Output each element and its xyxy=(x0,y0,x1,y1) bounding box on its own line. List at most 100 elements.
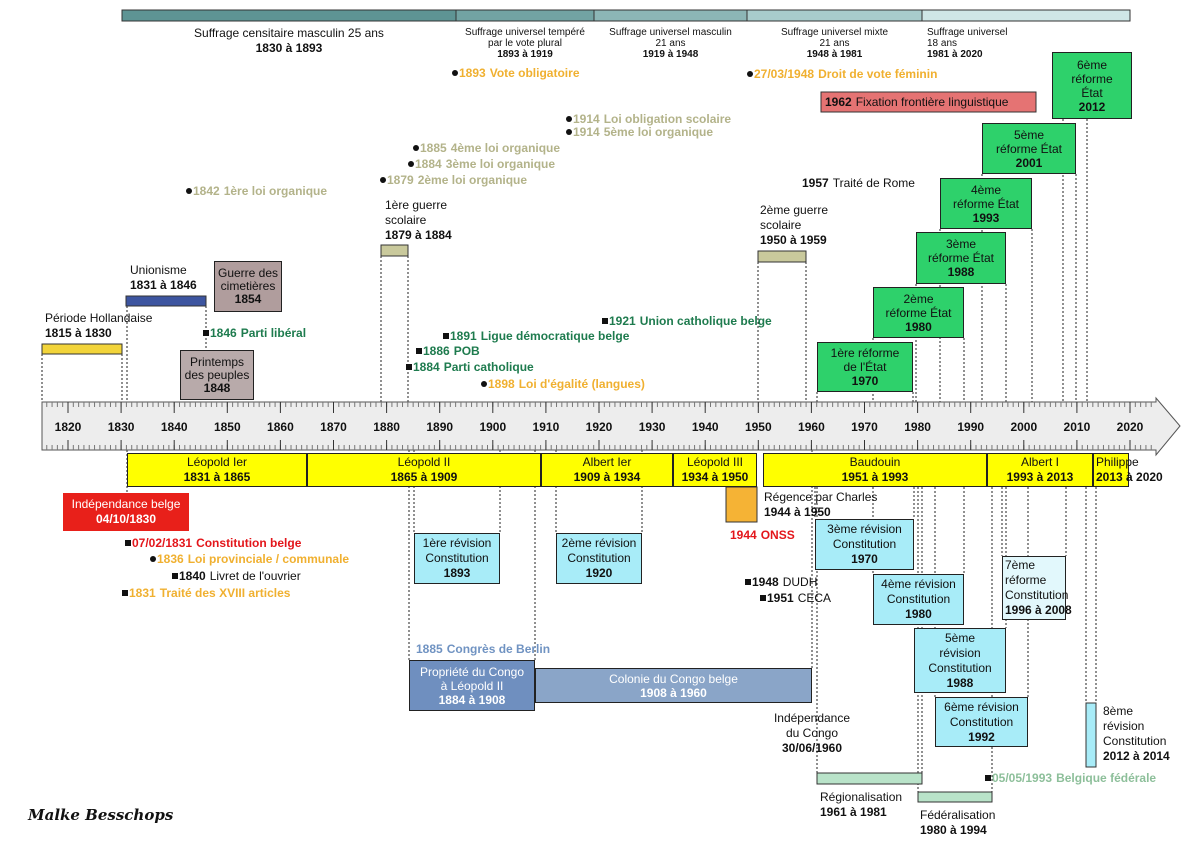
event-text: Union catholique belge xyxy=(639,314,772,328)
block-line: réforme État xyxy=(927,251,995,265)
event-date: 1893 xyxy=(459,66,486,80)
axis-tick-label: 1930 xyxy=(639,420,666,434)
event-text: Livret de l'ouvrier xyxy=(209,569,301,583)
block-date: 1831 à 1865 xyxy=(183,470,251,484)
block-date: 2012 à 2014 xyxy=(1103,749,1170,763)
period-bar xyxy=(41,343,123,355)
block-date: 1980 xyxy=(905,607,932,621)
info-label: Indépendance du Congo 30/06/1960 xyxy=(752,711,872,756)
block-line: 7ème xyxy=(1005,558,1036,572)
block-date: 1920 xyxy=(585,566,613,580)
block-line: État xyxy=(1081,85,1103,100)
block-line: du Congo xyxy=(785,726,839,740)
event-date: 1886 xyxy=(423,344,450,358)
period-bar xyxy=(1085,702,1097,768)
block-date: 1951 à 1993 xyxy=(841,470,909,484)
event-text: 4ème loi organique xyxy=(450,141,561,155)
event-bullet xyxy=(566,116,572,122)
period-label: 2ème guerre scolaire 1950 à 1959 xyxy=(760,203,860,248)
period-bar xyxy=(725,486,758,523)
event-text: Traité de Rome xyxy=(832,176,915,190)
event-date: 1921 xyxy=(609,314,636,328)
block-line: révision xyxy=(939,645,981,660)
axis-tick-label: 1900 xyxy=(479,420,506,434)
block-line: réforme État xyxy=(995,141,1063,156)
reign-box: Albert I 1993 à 2013 xyxy=(987,453,1093,487)
block-date: 1992 xyxy=(968,729,995,744)
reform-box: 2ème réforme État 1980 xyxy=(873,287,964,338)
block-date: 1961 à 1981 xyxy=(820,805,887,819)
event-date: 1962 xyxy=(825,95,852,109)
suffrage-bar xyxy=(921,9,1131,22)
event-text: Ligue démocratique belge xyxy=(480,329,630,343)
event: 07/02/1831 Constitution belge xyxy=(125,536,301,550)
event-bullet xyxy=(760,595,766,601)
event-bullet xyxy=(406,364,412,370)
reign-box: Albert Ier 1909 à 1934 xyxy=(541,453,673,487)
block-line: 5ème xyxy=(1013,127,1045,142)
block-date: 1980 xyxy=(905,319,932,334)
suffrage-bar xyxy=(746,9,923,22)
period-label: Unionisme 1831 à 1846 xyxy=(130,263,230,293)
event-bullet xyxy=(125,540,131,546)
block-line: des peuples xyxy=(184,367,250,382)
event: 1884 Parti catholique xyxy=(406,360,534,374)
block-line: cimetières xyxy=(220,279,276,293)
period-bar xyxy=(380,244,409,257)
event-text: Traité des XVIII articles xyxy=(159,586,291,600)
block-line: Léopold II xyxy=(397,455,451,469)
revision-box: 1ère révision Constitution 1893 xyxy=(414,533,500,584)
axis-tick-label: 2000 xyxy=(1010,420,1037,434)
event-text: Congrès de Berlin xyxy=(446,642,551,656)
axis-tick-label: 1960 xyxy=(798,420,825,434)
block-date: 1854 xyxy=(234,292,262,306)
event-text: ONSS xyxy=(760,528,795,542)
block-line: Léopold Ier xyxy=(186,455,248,469)
revision-box: 2ème révision Constitution 1920 xyxy=(556,533,642,584)
event-bullet xyxy=(452,70,458,76)
block-date: 1815 à 1830 xyxy=(45,326,112,340)
block-date: 30/06/1960 xyxy=(781,741,843,755)
reign-box: Philippe 2013 à 2020 xyxy=(1093,453,1163,487)
event-text: 2ème loi organique xyxy=(417,173,528,187)
event-bullet xyxy=(443,333,449,339)
event: 1836 Loi provinciale / communale xyxy=(150,552,349,566)
period-bar xyxy=(917,791,993,803)
axis-tick-label: 1860 xyxy=(267,420,294,434)
event-bullet xyxy=(122,590,128,596)
block-line: Suffrage universel masculin xyxy=(609,27,732,38)
block-date: 1884 à 1908 xyxy=(438,692,506,707)
event-date: 1840 xyxy=(179,569,206,583)
block-date: 1879 à 1884 xyxy=(385,228,452,242)
event-bullet xyxy=(747,71,753,77)
event-text: Loi d'égalité (langues) xyxy=(518,377,645,391)
block-line: Philippe xyxy=(1096,455,1139,469)
event-text: Loi obligation scolaire xyxy=(603,112,732,126)
event-text: Fixation frontière linguistique xyxy=(855,95,1009,109)
info-label: Indépendance belge 04/10/1830 xyxy=(63,493,189,531)
reign-box: Baudouin 1951 à 1993 xyxy=(763,453,987,487)
info-label: Colonie du Congo belge 1908 à 1960 xyxy=(535,668,812,703)
block-line: 6ème xyxy=(1076,57,1108,72)
reign-box: Léopold III 1934 à 1950 xyxy=(673,453,757,487)
block-line: révision xyxy=(1103,719,1145,733)
block-line: Suffrage universel xyxy=(927,27,1008,38)
block-line: 1ère révision xyxy=(422,536,492,550)
axis-tick-label: 1980 xyxy=(904,420,931,434)
revision-box: 6ème révision Constitution 1992 xyxy=(935,697,1028,747)
block-date: 1948 à 1981 xyxy=(806,49,863,60)
event: 1944 ONSS xyxy=(730,528,795,542)
event: 1884 3ème loi organique xyxy=(408,157,555,171)
event-text: Droit de vote féminin xyxy=(818,67,938,81)
event-date: 1885 xyxy=(420,141,447,155)
block-line: 4ème révision xyxy=(881,577,956,591)
block-line: Constitution xyxy=(928,660,992,675)
event: 1962 Fixation frontière linguistique xyxy=(825,95,1008,109)
block-line: 2ème guerre xyxy=(760,203,829,217)
block-date: 1980 à 1994 xyxy=(920,823,987,837)
period-label: Printemps des peuples 1848 xyxy=(180,350,254,400)
event-date: 1948 xyxy=(752,575,779,589)
block-line: Unionisme xyxy=(130,263,187,277)
block-line: Période Hollandaise xyxy=(45,311,153,325)
